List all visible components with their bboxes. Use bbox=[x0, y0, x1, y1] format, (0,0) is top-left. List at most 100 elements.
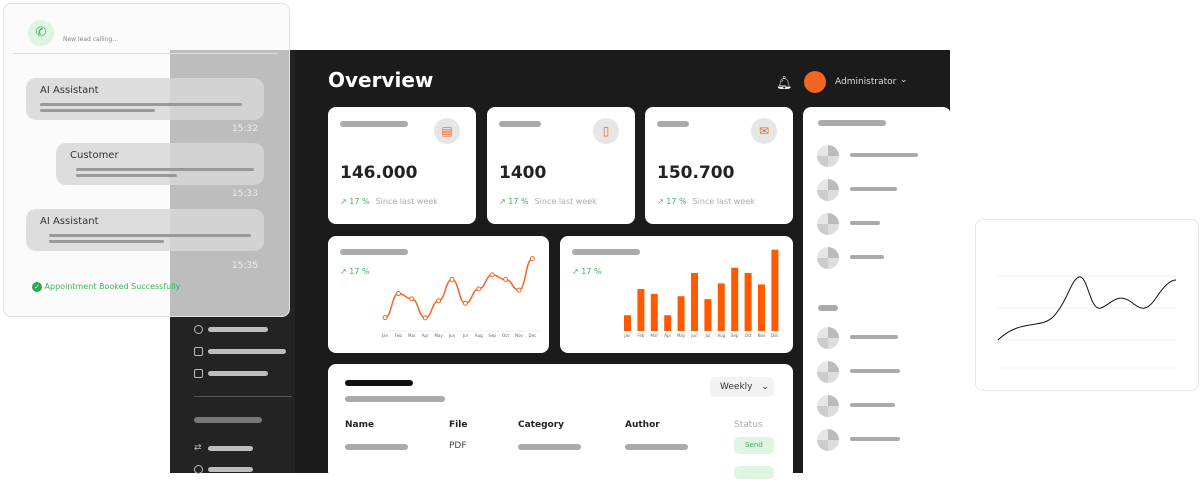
data-point bbox=[503, 277, 509, 283]
tick-label: Mar bbox=[408, 333, 416, 338]
contact-item[interactable] bbox=[850, 369, 900, 373]
bar bbox=[691, 272, 698, 331]
contact-item[interactable] bbox=[850, 255, 884, 259]
line-chart-card: ↗ 17 % Jan Feb Mar Apr May Jun Jul Aug Sep Oct Nov… bbox=[328, 236, 549, 353]
bar bbox=[744, 272, 752, 331]
data-point bbox=[409, 296, 415, 302]
call-status: New lead calling... bbox=[63, 36, 119, 43]
tick-label: Feb bbox=[637, 333, 645, 338]
contact-item[interactable] bbox=[850, 187, 897, 191]
table-row bbox=[345, 444, 408, 450]
contact-avatar[interactable] bbox=[817, 145, 839, 167]
check-circle-icon: ✓ bbox=[32, 282, 42, 292]
tick-label: Jun bbox=[448, 333, 456, 338]
contacts-panel bbox=[803, 107, 951, 487]
tick-label: Nov bbox=[515, 333, 523, 338]
contact-avatar[interactable] bbox=[817, 395, 839, 417]
data-point bbox=[422, 315, 428, 321]
contact-item[interactable] bbox=[850, 221, 880, 225]
briefcase-icon bbox=[194, 347, 203, 356]
files-table-card: Weekly ⌄ Name File Category Author Statu… bbox=[328, 364, 793, 479]
chat-message: Customer bbox=[56, 143, 264, 185]
data-point bbox=[382, 315, 388, 321]
data-point bbox=[462, 300, 468, 306]
line-series bbox=[384, 257, 533, 319]
contact-item[interactable] bbox=[850, 335, 898, 339]
sidebar-item[interactable] bbox=[208, 349, 286, 354]
stat-value: 150.700 bbox=[657, 163, 735, 183]
bar bbox=[758, 284, 765, 331]
bar bbox=[677, 296, 685, 331]
status-badge[interactable]: Send bbox=[734, 437, 774, 454]
contact-avatar[interactable] bbox=[817, 247, 839, 269]
bar bbox=[624, 315, 631, 331]
tick-label: Apr bbox=[664, 333, 671, 338]
message-time: 15:35 bbox=[232, 261, 258, 271]
stat-card: ✉ 150.700 ↗ 17 % Since last week bbox=[645, 107, 793, 224]
trend-line bbox=[997, 275, 1177, 369]
tick-label: Oct bbox=[745, 333, 752, 338]
chart-change: 17 % bbox=[349, 267, 370, 276]
bar bbox=[650, 293, 658, 331]
stat-change: ↗ 17 % Since last week bbox=[499, 197, 597, 206]
tick-label: Feb bbox=[395, 333, 403, 338]
data-point bbox=[529, 256, 535, 262]
tick-label: Apr bbox=[422, 333, 429, 338]
data-point bbox=[516, 287, 522, 293]
contact-item[interactable] bbox=[850, 153, 918, 157]
sidebar-item[interactable] bbox=[208, 371, 268, 376]
sidebar-item[interactable] bbox=[208, 327, 268, 332]
sidebar-item[interactable] bbox=[208, 467, 253, 472]
tick-label: Mar bbox=[651, 333, 659, 338]
file-type: PDF bbox=[449, 441, 467, 451]
inbox-icon: ▤ bbox=[434, 118, 460, 144]
data-point bbox=[449, 277, 455, 283]
column-header: File bbox=[449, 420, 468, 430]
booking-confirmation: ✓ Appointment Booked Successfully bbox=[32, 282, 180, 292]
data-point bbox=[395, 291, 401, 297]
mail-icon bbox=[194, 369, 203, 378]
tick-label: Sep bbox=[731, 333, 739, 338]
avatar[interactable] bbox=[804, 71, 826, 93]
period-dropdown[interactable]: Weekly ⌄ bbox=[710, 377, 774, 397]
tick-label: May bbox=[677, 333, 686, 338]
phone-icon: ✆ bbox=[28, 20, 54, 46]
contact-item[interactable] bbox=[850, 437, 900, 441]
contact-avatar[interactable] bbox=[817, 179, 839, 201]
tick-label: Dec bbox=[771, 333, 779, 338]
bar-chart: Jan Feb Mar Apr May Jun Jul Aug Sep Oct Nov Dec bbox=[623, 249, 779, 338]
user-name[interactable]: Administrator bbox=[835, 77, 897, 87]
transfer-icon: ⇄ bbox=[194, 443, 202, 453]
tick-label: Jul bbox=[704, 333, 710, 338]
contact-avatar[interactable] bbox=[817, 361, 839, 383]
divider bbox=[194, 396, 292, 397]
column-header: Name bbox=[345, 420, 375, 430]
contact-avatar[interactable] bbox=[817, 213, 839, 235]
stat-card: ▤ 146.000 ↗ 17 % Since last week bbox=[328, 107, 476, 224]
notebook-icon: ▯ bbox=[593, 118, 619, 144]
bar bbox=[771, 249, 779, 331]
tick-label: Jan bbox=[381, 333, 389, 338]
trend-chart-card bbox=[975, 219, 1199, 391]
stat-card: ▯ 1400 ↗ 17 % Since last week bbox=[487, 107, 635, 224]
data-point bbox=[476, 286, 482, 292]
tick-label: Dec bbox=[529, 333, 537, 338]
chart-change: 17 % bbox=[581, 267, 602, 276]
contact-avatar[interactable] bbox=[817, 429, 839, 451]
tick-label: Jun bbox=[690, 333, 698, 338]
tick-label: Jul bbox=[462, 333, 468, 338]
tick-label: Aug bbox=[717, 333, 725, 338]
call-transcript-card: ✆ New lead calling... AI Assistant 15:32… bbox=[3, 3, 290, 317]
bar bbox=[664, 315, 672, 331]
chevron-down-icon[interactable]: ⌄ bbox=[900, 75, 908, 85]
sidebar-item[interactable] bbox=[208, 446, 253, 451]
contact-item[interactable] bbox=[850, 403, 895, 407]
bar-chart-card: ↗ 17 % Jan Feb Mar Apr May Jun Jul Aug Sep Oct Nov… bbox=[560, 236, 793, 353]
stat-value: 146.000 bbox=[340, 163, 418, 183]
tick-label: Oct bbox=[502, 333, 509, 338]
mail-icon: ✉ bbox=[751, 118, 777, 144]
contact-avatar[interactable] bbox=[817, 327, 839, 349]
bell-icon[interactable]: 🔔︎ bbox=[776, 76, 793, 91]
sidebar-section bbox=[194, 417, 262, 423]
bar bbox=[637, 289, 645, 331]
